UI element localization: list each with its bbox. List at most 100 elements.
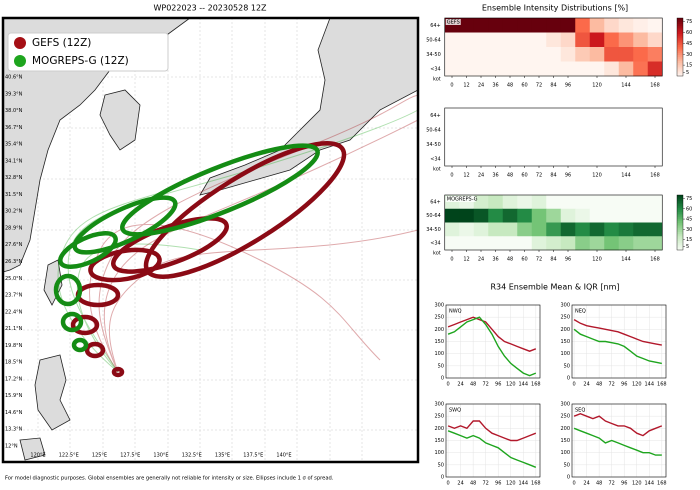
lat-label: 23.7°N bbox=[5, 293, 23, 299]
colorbar-segment bbox=[677, 239, 683, 242]
x-tick-label: 24 bbox=[478, 173, 484, 179]
y-tick-label: 0 bbox=[441, 475, 444, 481]
colorbar-segment bbox=[677, 66, 683, 69]
colorbar-segment bbox=[677, 196, 683, 199]
colorbar-segment bbox=[677, 195, 683, 198]
y-tick-label: 100 bbox=[560, 450, 570, 456]
y-tick-label: 150 bbox=[434, 339, 444, 345]
heatmap-cell bbox=[575, 61, 591, 77]
x-tick-label: 0 bbox=[446, 481, 449, 487]
row-label: 50-64 bbox=[426, 37, 441, 43]
y-tick-label: 250 bbox=[560, 414, 570, 420]
panel-label-box bbox=[445, 19, 461, 25]
x-tick-label: 96 bbox=[621, 481, 627, 487]
lat-label: 40.6°N bbox=[5, 75, 23, 81]
colorbar-segment bbox=[677, 31, 683, 34]
lat-label: 34.1°N bbox=[5, 158, 23, 164]
y-tick-label: 300 bbox=[434, 303, 444, 309]
x-tick-label: 144 bbox=[519, 382, 529, 388]
heatmap-cell bbox=[502, 222, 518, 237]
heatmap-cell bbox=[473, 32, 489, 48]
colorbar-segment bbox=[677, 237, 683, 240]
colorbar-segment bbox=[677, 200, 683, 203]
lon-label: 130°E bbox=[153, 453, 168, 459]
legend-label: MOGREPS-G (12Z) bbox=[32, 55, 129, 67]
lon-label: 125°E bbox=[92, 453, 107, 459]
heatmap-cell bbox=[589, 32, 605, 48]
x-tick-label: 168 bbox=[650, 257, 660, 263]
x-tick-label: 168 bbox=[657, 382, 667, 388]
x-tick-label: 48 bbox=[470, 481, 476, 487]
colorbar-segment bbox=[677, 19, 683, 23]
y-tick-label: 150 bbox=[434, 438, 444, 444]
colorbar-label: 60 bbox=[686, 206, 692, 212]
heatmap-cell bbox=[473, 195, 489, 210]
row-label: 50-64 bbox=[426, 127, 441, 133]
colorbar-label: 15 bbox=[686, 63, 692, 69]
heatmap-cell bbox=[560, 61, 576, 77]
heatmap-cell bbox=[459, 222, 475, 237]
x-tick-label: 144 bbox=[519, 481, 529, 487]
heatmap-cell bbox=[633, 236, 649, 251]
heatmap-cell bbox=[589, 195, 605, 210]
colorbar-segment bbox=[677, 58, 683, 61]
y-tick-label: 50 bbox=[438, 363, 444, 369]
x-tick-label: 120 bbox=[592, 173, 602, 179]
heatmap-cell bbox=[589, 208, 605, 223]
lat-label: 27.6°N bbox=[5, 242, 23, 248]
x-tick-label: 0 bbox=[572, 382, 575, 388]
heatmap-cell bbox=[531, 195, 547, 210]
heatmap-cell bbox=[531, 47, 547, 62]
heatmap-cell bbox=[589, 236, 605, 251]
lat-label: 12°N bbox=[5, 444, 18, 450]
legend-label: GEFS (12Z) bbox=[32, 37, 91, 49]
heatmap-cell bbox=[633, 47, 649, 62]
colorbar-segment bbox=[677, 56, 683, 59]
x-tick-label: 168 bbox=[531, 481, 541, 487]
y-tick-label: 150 bbox=[560, 438, 570, 444]
colorbar-segment bbox=[677, 215, 683, 218]
heatmap-cell bbox=[488, 47, 504, 62]
x-tick-label: 84 bbox=[550, 173, 556, 179]
heatmap-cell bbox=[647, 32, 663, 48]
heatmap-cell bbox=[575, 47, 591, 62]
colorbar-segment bbox=[677, 246, 683, 249]
heatmap-cell bbox=[647, 208, 663, 223]
heatmap-cell bbox=[459, 61, 475, 77]
x-tick-label: 144 bbox=[621, 173, 631, 179]
lat-label: 19.8°N bbox=[5, 343, 23, 349]
x-tick-label: 48 bbox=[507, 257, 513, 263]
row-label: <34 bbox=[430, 66, 441, 72]
panel-label: NEQ bbox=[575, 309, 586, 315]
colorbar-label: 30 bbox=[686, 227, 692, 233]
colorbar-segment bbox=[677, 48, 683, 52]
heatmap-cell bbox=[531, 61, 547, 77]
colorbar-label: 5 bbox=[686, 70, 689, 76]
x-tick-label: 96 bbox=[565, 257, 571, 263]
panel-label: NWQ bbox=[449, 309, 462, 315]
panel-frame bbox=[445, 304, 541, 379]
x-tick-label: 168 bbox=[650, 83, 660, 89]
x-tick-label: 48 bbox=[596, 481, 602, 487]
lon-label: 122.5°E bbox=[59, 453, 79, 459]
legend-marker bbox=[14, 55, 26, 67]
heatmap-cell bbox=[473, 236, 489, 251]
lat-label: 28.9°N bbox=[5, 225, 23, 231]
y-tick-label: 100 bbox=[434, 351, 444, 357]
panel-label: GEFS bbox=[447, 20, 460, 26]
colorbar-label: 75 bbox=[686, 19, 692, 25]
colorbar-segment bbox=[677, 52, 683, 56]
heatmap-cell bbox=[459, 236, 475, 251]
colorbar-segment bbox=[677, 18, 683, 21]
heatmap-cell bbox=[560, 236, 576, 251]
lat-label: 18.5°N bbox=[5, 360, 23, 366]
colorbar-frame bbox=[676, 17, 684, 77]
x-tick-label: 24 bbox=[478, 257, 484, 263]
y-tick-label: 250 bbox=[560, 315, 570, 321]
row-label: 64+ bbox=[430, 23, 441, 29]
row-label: <34 bbox=[430, 241, 441, 247]
footer: For model diagnostic purposes. Global en… bbox=[5, 476, 334, 482]
heatmap-cell bbox=[546, 236, 562, 251]
y-tick-label: 300 bbox=[560, 303, 570, 309]
colorbar-segment bbox=[677, 68, 683, 71]
